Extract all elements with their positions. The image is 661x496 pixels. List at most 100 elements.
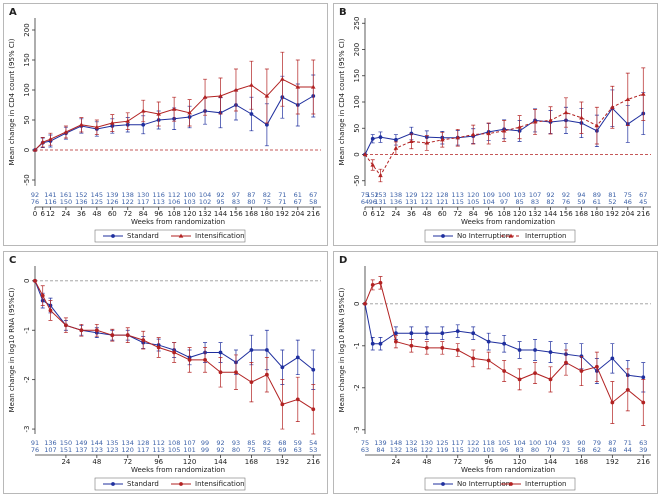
- x-tick-label: 72: [453, 458, 462, 466]
- legend-label: Interruption: [525, 480, 566, 488]
- x-tick-label: 48: [92, 210, 101, 218]
- marker: [280, 365, 285, 370]
- x-axis-label: Weeks from randomization: [131, 218, 225, 226]
- at-risk-number: 151: [60, 446, 72, 454]
- at-risk-number: 120: [467, 191, 479, 199]
- x-tick-label: 168: [245, 210, 258, 218]
- y-tick-label: 150: [23, 53, 31, 66]
- at-risk-number: 85: [515, 198, 523, 206]
- at-risk-number: 128: [137, 439, 149, 447]
- marker: [486, 358, 491, 363]
- x-tick-label: 0: [363, 210, 367, 218]
- marker: [610, 400, 615, 405]
- at-risk-number: 100: [498, 191, 510, 199]
- panel: B Mean change in CD4 count (95% CI) -50 0 50…: [333, 3, 658, 246]
- x-tick-label: 144: [544, 458, 558, 466]
- at-risk-number: 135: [106, 439, 118, 447]
- marker: [370, 162, 376, 167]
- at-risk-number: 92: [216, 439, 224, 447]
- y-tick-label: -50: [353, 175, 361, 186]
- at-risk-number: 138: [122, 191, 134, 199]
- marker: [311, 367, 316, 372]
- marker: [249, 112, 254, 116]
- marker: [202, 94, 208, 99]
- at-risk-number: 105: [168, 446, 180, 454]
- at-risk-number: 59: [294, 439, 302, 447]
- at-risk-number: 101: [482, 446, 494, 454]
- marker: [486, 339, 491, 344]
- at-risk-number: 107: [183, 439, 195, 447]
- at-risk-number: 76: [562, 198, 570, 206]
- marker: [563, 110, 569, 115]
- marker: [48, 308, 53, 313]
- series-line: [34, 78, 314, 151]
- at-risk-number: 120: [467, 446, 479, 454]
- at-risk-number: 67: [294, 198, 302, 206]
- marker: [471, 356, 476, 361]
- at-risk-number: 117: [137, 198, 149, 206]
- panel-border: [3, 3, 328, 246]
- x-tick-label: 48: [92, 458, 101, 466]
- at-risk-number: 79: [546, 446, 554, 454]
- marker: [187, 110, 192, 115]
- x-tick-label: 216: [307, 458, 321, 466]
- y-axis-label: Mean change in log10 RNA (95%CI): [338, 287, 346, 412]
- marker: [455, 329, 460, 333]
- legend-marker: [179, 482, 183, 486]
- at-risk-number: 76: [31, 446, 39, 454]
- at-risk-number: 75: [263, 446, 271, 454]
- x-tick-label: 60: [108, 210, 117, 218]
- at-risk-number: 93: [232, 439, 240, 447]
- at-risk-number: 116: [44, 198, 56, 206]
- at-risk-number: 59: [577, 198, 585, 206]
- marker: [370, 136, 375, 141]
- at-risk-number: 132: [405, 439, 417, 447]
- panel-border: [3, 251, 328, 494]
- at-risk-number: 150: [60, 439, 72, 447]
- marker: [409, 131, 414, 136]
- marker: [264, 348, 269, 352]
- at-risk-number: 87: [608, 439, 616, 447]
- at-risk-number: 139: [106, 191, 118, 199]
- at-risk-number: 152: [75, 191, 87, 199]
- at-risk-number: 115: [452, 446, 464, 454]
- legend-marker: [509, 482, 513, 486]
- marker: [378, 341, 383, 346]
- series-line: [364, 282, 644, 404]
- at-risk-number: 137: [75, 446, 87, 454]
- at-risk-number: 108: [168, 439, 180, 447]
- at-risk-number: 139: [374, 439, 386, 447]
- at-risk-number: 121: [436, 198, 448, 206]
- y-tick-label: -3: [23, 426, 31, 433]
- marker: [249, 82, 254, 87]
- at-risk-number: 58: [309, 198, 317, 206]
- at-risk-number: 67: [309, 191, 317, 199]
- y-tick-label: 250: [353, 17, 361, 30]
- at-risk-number: 96: [500, 446, 508, 454]
- legend-marker: [111, 234, 115, 238]
- at-risk-number: 92: [216, 191, 224, 199]
- x-tick-label: 180: [590, 210, 603, 218]
- x-tick-label: 72: [453, 210, 462, 218]
- at-risk-number: 122: [467, 439, 479, 447]
- marker: [378, 135, 383, 140]
- series-line: [34, 280, 314, 410]
- marker: [517, 348, 522, 352]
- at-risk-number: 63: [361, 446, 369, 454]
- at-risk-number: 48: [608, 446, 616, 454]
- at-risk-number: 76: [31, 198, 39, 206]
- x-tick-label: 24: [391, 210, 400, 218]
- marker: [440, 346, 445, 350]
- legend-label: No Interruption: [457, 480, 510, 488]
- y-tick-label: -50: [23, 174, 31, 185]
- marker: [33, 278, 37, 283]
- at-risk-number: 63: [294, 446, 302, 454]
- x-tick-label: 216: [637, 210, 651, 218]
- marker: [564, 360, 568, 365]
- at-risk-number: 109: [482, 191, 494, 199]
- at-risk-number: 52: [608, 198, 616, 206]
- x-tick-label: 120: [183, 210, 196, 218]
- at-risk-number: 54: [309, 439, 317, 447]
- x-tick-label: 192: [276, 458, 289, 466]
